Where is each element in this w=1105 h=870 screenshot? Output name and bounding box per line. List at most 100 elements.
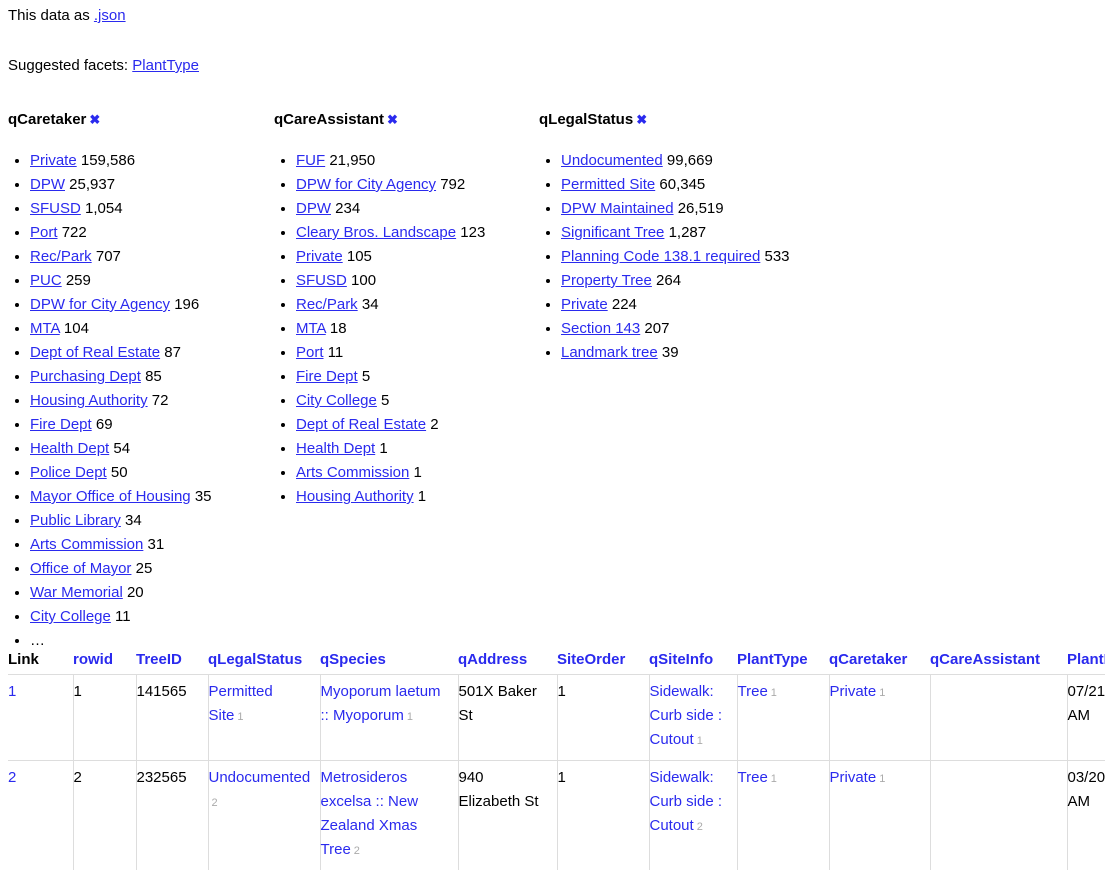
results-table-wrapper[interactable]: Link rowid TreeID qLegalStatus qSpecies …	[8, 651, 1105, 870]
facet-item-link[interactable]: Housing Authority	[30, 392, 148, 409]
facet-item-link[interactable]: Property Tree	[561, 272, 652, 289]
facet-item: City College 11	[30, 605, 270, 629]
column-header-qcareassistant[interactable]: qCareAssistant	[930, 651, 1067, 675]
facet-truncated-marker: …	[30, 629, 270, 653]
cell-link[interactable]: Sidewalk: Curb side : Cutout	[650, 683, 723, 748]
facet-item-link[interactable]: Planning Code 138.1 required	[561, 248, 760, 265]
facet-item-link[interactable]: Fire Dept	[30, 416, 92, 433]
results-table-header-row: Link rowid TreeID qLegalStatus qSpecies …	[8, 651, 1105, 675]
column-header-rowid[interactable]: rowid	[73, 651, 136, 675]
facet-item-count: 5	[381, 392, 389, 409]
column-header-plantdate[interactable]: PlantDate	[1067, 651, 1105, 675]
facet-item-link[interactable]: FUF	[296, 152, 325, 169]
column-header-qspecies[interactable]: qSpecies	[320, 651, 458, 675]
cell-link[interactable]: Metrosideros excelsa :: New Zealand Xmas…	[321, 769, 419, 858]
facet-item-link[interactable]: Undocumented	[561, 152, 663, 169]
results-table-head: Link rowid TreeID qLegalStatus qSpecies …	[8, 651, 1105, 675]
facet-item-count: 1,287	[669, 224, 707, 241]
cell-count-badge: 2	[212, 797, 218, 809]
suggested-facet-planttype-link[interactable]: PlantType	[132, 57, 199, 74]
facet-item-link[interactable]: Private	[561, 296, 608, 313]
facet-item: Planning Code 138.1 required 533	[561, 245, 849, 269]
facet-item-link[interactable]: Mayor Office of Housing	[30, 488, 191, 505]
cell-link[interactable]: Myoporum laetum :: Myoporum	[321, 683, 441, 724]
facet-item-link[interactable]: Fire Dept	[296, 368, 358, 385]
cell-qcareassistant	[930, 761, 1067, 870]
facet-item: Rec/Park 34	[296, 293, 536, 317]
facet-item-link[interactable]: Public Library	[30, 512, 121, 529]
facet-item-link[interactable]: Port	[30, 224, 58, 241]
facet-item-link[interactable]: Dept of Real Estate	[30, 344, 160, 361]
facet-item-link[interactable]: War Memorial	[30, 584, 123, 601]
facet-item-link[interactable]: Private	[296, 248, 343, 265]
facet-item-link[interactable]: Police Dept	[30, 464, 107, 481]
facet-item-link[interactable]: DPW for City Agency	[30, 296, 170, 313]
facet-item-link[interactable]: Dept of Real Estate	[296, 416, 426, 433]
cell-link[interactable]: Undocumented	[209, 769, 311, 786]
facet-item-link[interactable]: SFUSD	[30, 200, 81, 217]
facet-item: DPW 25,937	[30, 173, 270, 197]
cell-link[interactable]: Tree	[738, 683, 768, 700]
export-line: This data as .json	[8, 7, 1105, 25]
facet-item-link[interactable]: DPW for City Agency	[296, 176, 436, 193]
facet-item-link[interactable]: DPW	[296, 200, 331, 217]
facet-item-link[interactable]: DPW	[30, 176, 65, 193]
facet-qcareassistant-title: qCareAssistant✖	[274, 111, 536, 129]
facet-item-link[interactable]: Arts Commission	[296, 464, 409, 481]
facet-qcaretaker-name: qCaretaker	[8, 111, 86, 128]
facet-item-link[interactable]: Health Dept	[296, 440, 375, 457]
row-link[interactable]: 1	[8, 683, 16, 700]
facet-item-link[interactable]: City College	[296, 392, 377, 409]
cell-link: 2	[8, 761, 73, 870]
facet-item-link[interactable]: Section 143	[561, 320, 640, 337]
facet-item-link[interactable]: Port	[296, 344, 324, 361]
facet-item-link[interactable]: MTA	[30, 320, 60, 337]
cell-link[interactable]: Sidewalk: Curb side : Cutout	[650, 769, 723, 834]
facet-item-link[interactable]: SFUSD	[296, 272, 347, 289]
column-header-treeid[interactable]: TreeID	[136, 651, 208, 675]
facet-item-link[interactable]: Permitted Site	[561, 176, 655, 193]
row-link[interactable]: 2	[8, 769, 16, 786]
cell-rowid: 1	[73, 675, 136, 761]
facet-item: Fire Dept 69	[30, 413, 270, 437]
export-json-link[interactable]: .json	[94, 7, 126, 24]
facet-qcareassistant-dismiss-icon[interactable]: ✖	[387, 112, 398, 127]
facet-item: War Memorial 20	[30, 581, 270, 605]
column-header-siteorder[interactable]: SiteOrder	[557, 651, 649, 675]
facet-item-link[interactable]: Housing Authority	[296, 488, 414, 505]
column-header-qaddress[interactable]: qAddress	[458, 651, 557, 675]
facet-item-link[interactable]: PUC	[30, 272, 62, 289]
cell-link[interactable]: Tree	[738, 769, 768, 786]
cell-link[interactable]: Private	[830, 683, 877, 700]
facet-item: Private 105	[296, 245, 536, 269]
facet-item-link[interactable]: Health Dept	[30, 440, 109, 457]
column-header-qlegalstatus[interactable]: qLegalStatus	[208, 651, 320, 675]
facet-qcaretaker-dismiss-icon[interactable]: ✖	[89, 112, 100, 127]
facet-item-link[interactable]: Office of Mayor	[30, 560, 131, 577]
column-header-planttype[interactable]: PlantType	[737, 651, 829, 675]
column-header-qsiteinfo[interactable]: qSiteInfo	[649, 651, 737, 675]
facet-item-link[interactable]: Rec/Park	[30, 248, 92, 265]
facet-item-link[interactable]: City College	[30, 608, 111, 625]
facet-item-link[interactable]: DPW Maintained	[561, 200, 674, 217]
cell-count-badge: 1	[879, 687, 885, 699]
facet-item: DPW for City Agency 196	[30, 293, 270, 317]
facet-item-link[interactable]: Cleary Bros. Landscape	[296, 224, 456, 241]
facet-item-link[interactable]: Rec/Park	[296, 296, 358, 313]
facet-item-link[interactable]: Arts Commission	[30, 536, 143, 553]
facet-qcaretaker-list: Private 159,586 DPW 25,937 SFUSD 1,054 P…	[8, 149, 270, 653]
facet-qlegalstatus-dismiss-icon[interactable]: ✖	[636, 112, 647, 127]
facet-item-link[interactable]: Purchasing Dept	[30, 368, 141, 385]
facet-item-link[interactable]: Private	[30, 152, 77, 169]
facet-item-link[interactable]: MTA	[296, 320, 326, 337]
cell-link[interactable]: Private	[830, 769, 877, 786]
facet-item: Health Dept 1	[296, 437, 536, 461]
cell-link: 1	[8, 675, 73, 761]
column-header-qcaretaker[interactable]: qCaretaker	[829, 651, 930, 675]
facet-item-link[interactable]: Landmark tree	[561, 344, 658, 361]
facet-item-link[interactable]: Significant Tree	[561, 224, 664, 241]
facet-item-count: 1	[418, 488, 426, 505]
cell-siteorder: 1	[557, 675, 649, 761]
facet-item-count: 21,950	[329, 152, 375, 169]
